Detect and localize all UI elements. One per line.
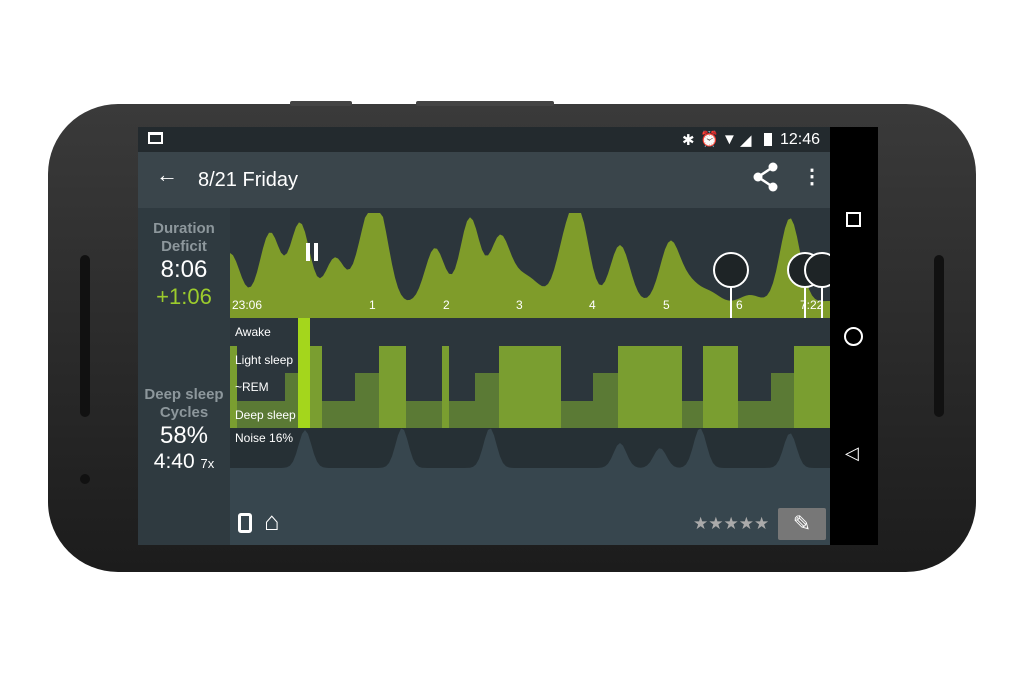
deficit-value: +1:06 xyxy=(156,284,212,309)
speaker-left xyxy=(80,255,90,417)
alarm-icon: ⏰ xyxy=(700,131,719,148)
cycles-count: 7x xyxy=(200,456,215,471)
hypnogram-segment-deep xyxy=(682,401,703,428)
recents-button[interactable] xyxy=(846,212,861,227)
deep-sleep-percent: 58% xyxy=(159,422,209,449)
back-button[interactable]: ◁ xyxy=(845,443,859,463)
hypnogram-segment-light xyxy=(499,346,561,428)
speaker-right xyxy=(934,255,944,417)
hypnogram-segment-rem xyxy=(355,373,379,428)
hypnogram-segment-deep xyxy=(561,401,593,428)
cycles-time: 4:40 xyxy=(153,450,195,473)
hypnogram-segment-awake xyxy=(298,318,310,428)
more-vert-icon[interactable]: ⋮ xyxy=(802,166,822,188)
actigraph xyxy=(230,213,830,318)
hypnogram-segment-rem xyxy=(475,373,499,428)
hypnogram-segment-rem xyxy=(771,373,794,428)
camera xyxy=(80,474,90,484)
sleep-graph[interactable]: 23:06 1 2 3 4 5 6 7:22 Awake Light sleep… xyxy=(230,208,830,545)
x-tick-label: 5 xyxy=(663,298,670,312)
pause-icon xyxy=(314,243,318,261)
hypnogram-segment-rem xyxy=(593,373,618,428)
screen: ✱ ⏰ ▼ ◢ 12:46 ← 8/21 Friday ⋮ Duration D… xyxy=(138,127,878,545)
cycles-label: Cycles xyxy=(159,404,209,421)
x-tick-label: 23:06 xyxy=(232,298,263,312)
back-arrow-icon[interactable]: ← xyxy=(156,162,178,187)
wifi-icon: ▼ xyxy=(722,131,737,148)
clock: 12:46 xyxy=(780,131,821,148)
volume-button xyxy=(290,101,352,106)
star-rating[interactable]: ★★★★★ xyxy=(693,514,770,533)
hypnogram-segment-deep xyxy=(406,401,442,428)
home-button[interactable] xyxy=(844,327,863,346)
hypnogram-segment-light xyxy=(442,346,449,428)
hypnogram-segment-deep xyxy=(322,401,355,428)
sunrise-alarm-icon xyxy=(713,252,749,288)
x-tick-label: 6 xyxy=(736,298,743,312)
edit-pencil-icon: ✎ xyxy=(792,511,812,536)
hypnogram-segment-deep xyxy=(738,401,771,428)
power-button xyxy=(416,101,554,106)
hypnogram-segment-deep xyxy=(237,401,285,428)
pause-icon xyxy=(306,243,310,261)
watch-icon[interactable] xyxy=(238,513,252,533)
hypnogram-segment-light xyxy=(379,346,406,428)
x-tick-label: 4 xyxy=(589,298,596,312)
level-awake: Awake xyxy=(235,325,271,339)
duration-value: 8:06 xyxy=(160,256,208,283)
nav-bar: ◁ xyxy=(830,127,878,545)
summary-panel: Duration Deficit 8:06 +1:06 Deep sleep C… xyxy=(138,208,230,545)
duration-label: Duration xyxy=(153,220,215,237)
home-icon[interactable]: ⌂ xyxy=(264,506,280,536)
hypnogram-segment-light xyxy=(230,346,237,428)
x-tick-label: 2 xyxy=(443,298,450,312)
level-rem: ~REM xyxy=(235,380,269,394)
noise-graph xyxy=(230,428,830,545)
level-light: Light sleep xyxy=(235,353,294,367)
battery-icon xyxy=(764,133,772,146)
noise-label: Noise 16% xyxy=(235,431,294,445)
hypnogram-segment-light xyxy=(794,346,830,428)
hypnogram-segment-deep xyxy=(449,401,475,428)
folder-icon xyxy=(148,132,163,144)
movement-area xyxy=(230,213,830,318)
hypnogram-segment-light xyxy=(310,346,322,428)
status-bar: ✱ ⏰ ▼ ◢ 12:46 xyxy=(138,127,830,152)
page-title: 8/21 Friday xyxy=(198,169,299,191)
level-deep: Deep sleep xyxy=(235,408,296,422)
x-tick-label: 1 xyxy=(369,298,376,312)
signal-icon: ◢ xyxy=(740,132,752,149)
noise-area xyxy=(230,428,830,468)
share-icon[interactable] xyxy=(752,162,780,192)
hypnogram-segment-light xyxy=(618,346,682,428)
edit-button[interactable]: ✎ xyxy=(778,508,826,540)
deficit-label: Deficit xyxy=(161,238,207,255)
hypnogram-segment-light xyxy=(703,346,738,428)
x-tick-label: 7:22 xyxy=(800,298,824,312)
snooze-icon xyxy=(804,252,830,288)
bluetooth-icon: ✱ xyxy=(682,132,695,149)
x-tick-label: 3 xyxy=(516,298,523,312)
deep-sleep-label: Deep sleep xyxy=(144,386,224,403)
hypnogram-segment-rem xyxy=(285,373,298,428)
hypnogram xyxy=(230,318,830,428)
app-bar: ← 8/21 Friday ⋮ xyxy=(138,152,830,208)
